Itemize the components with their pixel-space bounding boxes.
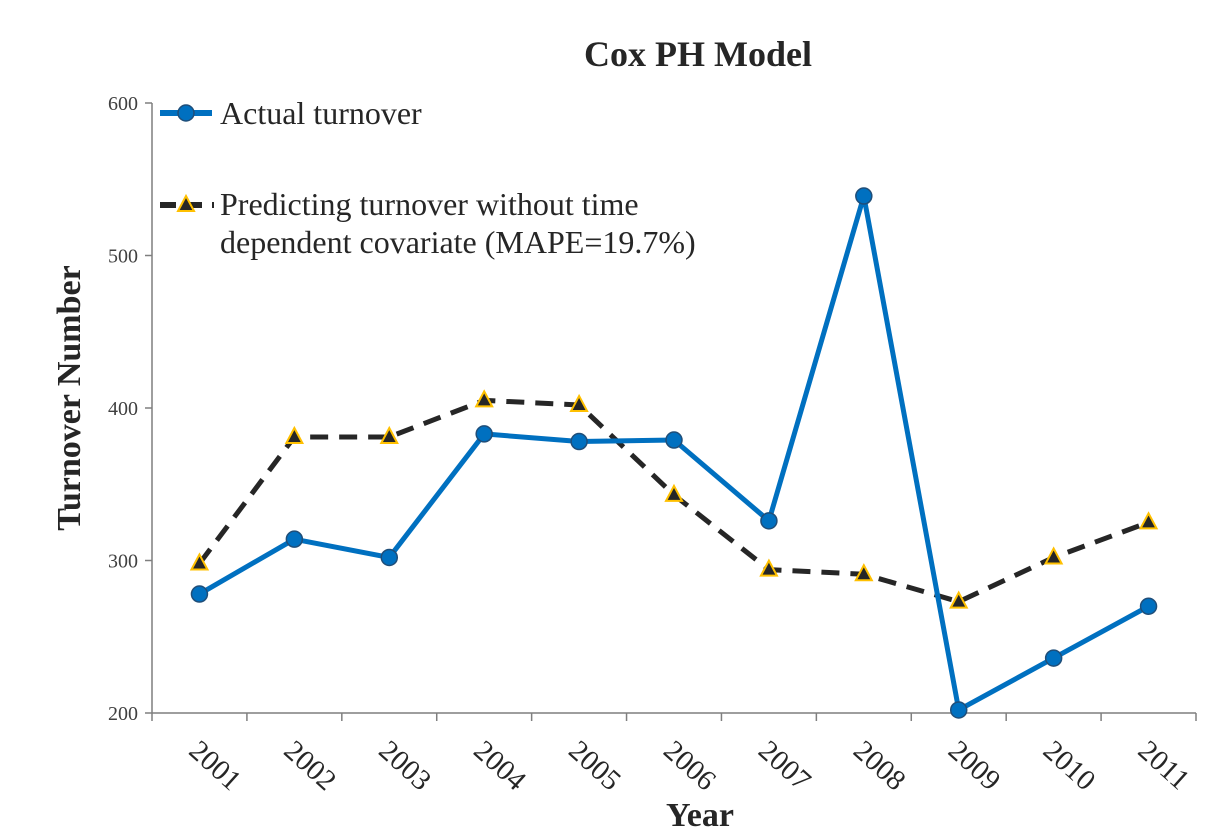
data-point-predicted [1138,511,1159,530]
x-tick-label: 2001 [183,734,248,797]
y-tick-label: 400 [108,398,138,420]
data-point-actual [1044,649,1063,667]
data-point-actual [855,187,873,205]
y-tick-label: 200 [108,703,138,725]
y-tick-label: 500 [108,246,138,268]
y-axis-title: Turnover Number [51,265,88,530]
x-tick-label: 2008 [847,734,912,797]
legend-label-predicted-line1: Predicting turnover without time [220,186,639,222]
data-point-predicted [569,393,589,412]
data-point-predicted [379,425,399,444]
legend-item-actual: Actual turnover [160,95,422,131]
data-point-actual [475,425,493,443]
legend-marker-circle [177,104,195,122]
x-tick-label: 2004 [467,734,532,797]
data-point-actual [380,548,399,567]
legend-label-predicted-line2: dependent covariate (MAPE=19.7%) [220,224,696,260]
data-point-actual [285,530,304,548]
legend: Actual turnover Predicting turnover with… [160,95,696,260]
data-point-predicted [189,552,210,571]
series-line-actual [196,193,1152,713]
data-point-actual [949,701,968,719]
data-point-predicted [1043,546,1064,565]
y-tick-label: 300 [108,551,138,573]
x-ticks: 2001 2002 2003 2004 2005 2006 2007 2008 2009 2010… [151,713,1197,797]
x-axis-title: Year [666,797,734,834]
x-tick-label: 2010 [1037,734,1102,797]
data-point-actual [665,431,683,449]
legend-marker-triangle [176,193,196,212]
data-point-predicted [759,558,779,577]
data-point-actual [190,585,209,603]
data-point-predicted [474,389,494,408]
y-tick-label: 600 [108,93,138,115]
series-layer [189,187,1159,719]
chart-title: Cox PH Model [584,34,812,74]
x-tick-label: 2009 [942,734,1007,797]
data-point-predicted [854,563,874,582]
legend-label-actual: Actual turnover [220,95,422,131]
x-tick-label: 2006 [657,734,722,797]
x-tick-label: 2002 [278,734,343,797]
data-point-actual [1139,597,1158,615]
data-point-actual [570,432,588,451]
x-tick-label: 2005 [562,734,627,797]
legend-item-predicted: Predicting turnover without time depende… [160,186,696,260]
y-ticks: 200 300 400 500 600 [108,93,152,725]
x-tick-label: 2007 [752,734,817,797]
data-point-predicted [949,590,969,609]
data-point-predicted [664,483,684,502]
x-tick-label: 2003 [373,734,438,797]
x-tick-label: 2011 [1132,734,1196,796]
legend-label-predicted: Predicting turnover without time depende… [220,186,696,260]
data-point-actual [760,512,778,530]
data-point-predicted [284,425,305,444]
